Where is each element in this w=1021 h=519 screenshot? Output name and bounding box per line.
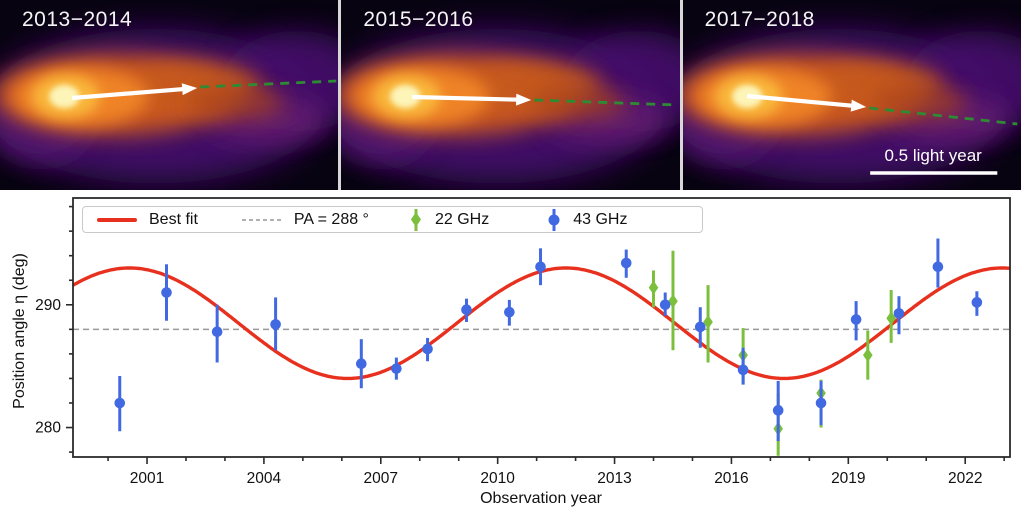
legend-label-pa-reference: PA = 288 ° xyxy=(293,210,369,228)
x-tick-label: 2001 xyxy=(130,470,164,487)
panel-epoch-label: 2017−2018 xyxy=(704,8,815,31)
data-point-marker xyxy=(211,326,223,338)
data-point-marker xyxy=(535,261,546,273)
jet-axis-dashed-line xyxy=(534,98,678,107)
y-axis-label: Position angle η (deg) xyxy=(11,253,28,409)
jet-panel-2013-2014: 2013−2014 xyxy=(0,0,339,193)
pa-dashed-line-swatch xyxy=(241,218,282,221)
x-tick-label: 2019 xyxy=(831,470,865,487)
data-point-marker xyxy=(659,299,671,311)
legend-item-best-fit: Best fit xyxy=(97,211,198,229)
jet-intensity-map xyxy=(341,28,680,184)
data-point-marker xyxy=(862,348,873,363)
jet-direction-arrow xyxy=(412,94,523,102)
data-point-marker xyxy=(391,363,402,374)
data-point-marker xyxy=(668,294,678,309)
series-22-ghz xyxy=(648,250,896,456)
legend-label-22ghz: 22 GHz xyxy=(434,210,490,228)
best-fit-line-swatch xyxy=(97,217,137,222)
plot-border xyxy=(72,197,1011,458)
scale-bar-label: 0.5 light year xyxy=(884,146,982,165)
legend-label-best-fit: Best fit xyxy=(149,210,198,228)
legend-item-22ghz: 22 GHz xyxy=(409,208,489,232)
x-tick-label: 2016 xyxy=(714,470,748,487)
data-point-marker xyxy=(504,306,515,318)
data-point-marker xyxy=(893,308,905,319)
jet-axis-dashed-line xyxy=(200,79,337,89)
x-tick-label: 2010 xyxy=(480,470,515,487)
x-tick-label: 2022 xyxy=(948,470,982,487)
arrowhead-icon xyxy=(850,99,866,112)
data-point-marker xyxy=(461,304,472,316)
x-tick-label: 2007 xyxy=(364,470,398,487)
arrowhead-icon xyxy=(516,93,532,106)
data-point-marker xyxy=(815,397,827,409)
chart-legend: Best fit PA = 288 ° 22 GHz 43 GHz xyxy=(82,206,703,233)
y-tick-label: 290 xyxy=(35,297,61,314)
legend-label-43ghz: 43 GHz xyxy=(573,210,628,228)
jet-axis-dashed-line xyxy=(868,106,1018,126)
data-point-marker xyxy=(886,311,896,326)
jet-panel-2017-2018: 0.5 light year 2017−2018 xyxy=(682,0,1021,193)
data-point-marker xyxy=(694,321,706,333)
x-axis-label: Observation year xyxy=(480,490,602,507)
jet-intensity-map xyxy=(0,28,339,184)
diamond-marker-icon xyxy=(409,208,423,232)
legend-item-43ghz: 43 GHz xyxy=(547,208,627,232)
arrowhead-icon xyxy=(181,83,198,96)
series-43-ghz xyxy=(114,238,983,442)
jet-panel-2015-2016: 2015−2016 xyxy=(341,0,680,193)
position-angle-chart: 2001 2004 2007 2010 2013 2016 2019 2022 280 290 B… xyxy=(0,190,1021,519)
panel-epoch-label: 2015−2016 xyxy=(363,8,474,31)
jet-intensity-map xyxy=(682,28,1021,184)
jet-direction-arrow xyxy=(746,93,858,109)
legend-item-pa-reference: PA = 288 ° xyxy=(241,210,369,229)
circle-marker-icon xyxy=(547,208,561,232)
axis-ticks xyxy=(66,205,1005,464)
data-point-marker xyxy=(620,257,632,269)
data-point-marker xyxy=(737,364,749,376)
data-point-marker xyxy=(932,261,944,273)
data-point-marker xyxy=(971,297,983,308)
x-tick-label: 2013 xyxy=(597,470,631,487)
data-point-marker xyxy=(648,280,659,295)
data-point-marker xyxy=(772,405,784,416)
chart-canvas: 2001 2004 2007 2010 2013 2016 2019 2022 280 290 xyxy=(35,197,1011,487)
data-point-marker xyxy=(114,397,126,409)
data-point-marker xyxy=(356,358,367,370)
data-point-marker xyxy=(703,314,713,329)
data-point-marker xyxy=(161,287,172,298)
jet-image-panels: 2013−2014 2015−2016 0.5 light year 2017−201… xyxy=(0,0,1021,193)
jet-direction-arrow xyxy=(71,86,189,101)
x-tick-label: 2004 xyxy=(247,470,282,487)
panel-epoch-label: 2013−2014 xyxy=(22,8,133,31)
tick-labels: 2001 2004 2007 2010 2013 2016 2019 2022 280 290 xyxy=(35,297,982,487)
data-point-marker xyxy=(422,343,433,355)
y-tick-label: 280 xyxy=(35,420,61,437)
data-point-marker xyxy=(270,319,281,330)
data-point-marker xyxy=(850,314,862,325)
